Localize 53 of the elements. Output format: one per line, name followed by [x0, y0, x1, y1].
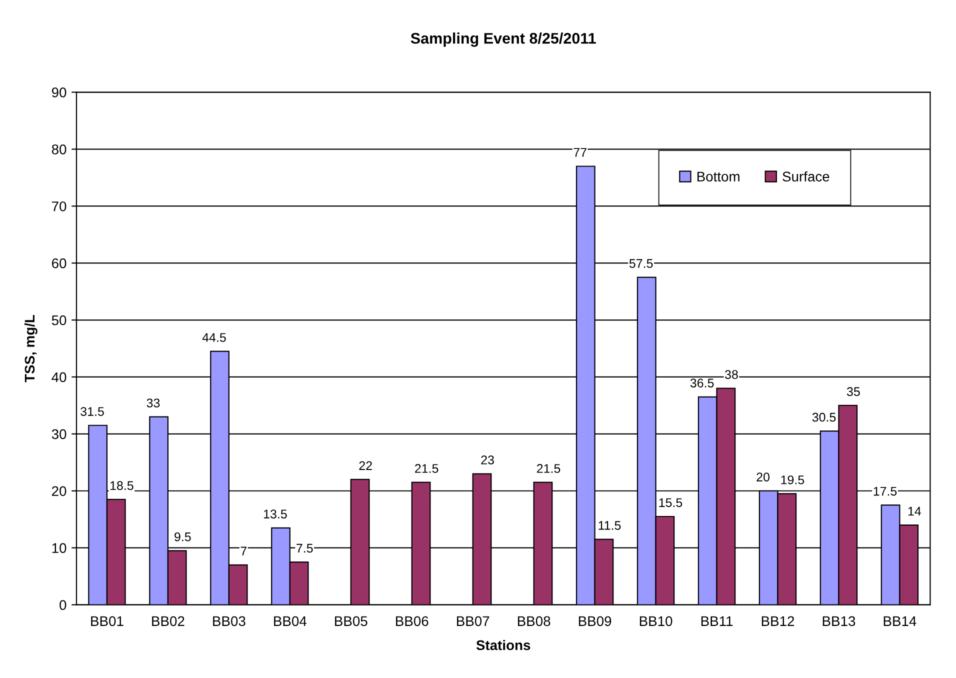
y-tick-label: 40	[52, 372, 66, 382]
x-tick-label: BB01	[91, 616, 124, 626]
x-tick-label: BB03	[213, 616, 246, 626]
x-tick-label: BB13	[822, 616, 856, 626]
y-tick-label: 0	[60, 600, 66, 610]
data-label: 33	[146, 398, 160, 408]
x-tick-label: BB02	[152, 616, 184, 626]
x-tick-label: BB14	[884, 616, 916, 626]
data-label: 21.5	[415, 464, 438, 473]
x-tick-label: BB06	[396, 616, 428, 626]
data-label: 57.5	[629, 259, 653, 268]
y-tick-label: 50	[52, 315, 66, 326]
x-tick-label: BB04	[274, 616, 306, 626]
x-tick-label: BB11	[701, 616, 733, 626]
legend-label: Surface	[782, 171, 830, 182]
y-axis-title: TSS, mg/L	[24, 314, 38, 382]
chart-title: Sampling Event 8/25/2011	[410, 32, 596, 47]
data-label: 36.5	[690, 378, 714, 388]
y-tick-label: 70	[52, 201, 66, 212]
y-tick-label: 80	[52, 144, 66, 154]
x-tick-label: BB07	[456, 616, 490, 626]
x-axis-title: Stations	[476, 640, 530, 650]
legend-label: Bottom	[697, 172, 740, 182]
data-label: 35	[846, 387, 860, 396]
data-label: 15.5	[659, 498, 682, 508]
y-tick-label: 90	[52, 88, 66, 98]
y-tick-label: 10	[52, 543, 66, 553]
x-tick-label: BB05	[335, 616, 368, 626]
y-tick-label: 20	[52, 486, 66, 496]
x-tick-label: BB09	[578, 616, 612, 626]
data-label: 11.5	[598, 521, 621, 530]
data-label: 20	[756, 472, 770, 482]
data-label: 13.5	[264, 510, 287, 518]
x-tick-label: BB10	[640, 616, 672, 626]
data-label: 38	[724, 370, 738, 379]
data-label: 23	[481, 456, 494, 464]
data-label: 30.5	[812, 412, 836, 422]
data-label: 77	[574, 148, 586, 157]
data-label: 18.5	[110, 481, 134, 490]
data-label: 9.5	[174, 532, 191, 542]
data-label: 22	[359, 461, 372, 470]
data-label: 31.5	[80, 407, 104, 416]
y-tick-label: 30	[52, 429, 66, 440]
x-tick-label: BB08	[518, 616, 550, 626]
data-label: 7	[240, 546, 246, 556]
data-label: 21.5	[536, 464, 560, 473]
data-label: 7.5	[296, 544, 313, 553]
data-label: 19.5	[781, 475, 804, 484]
y-tick-label: 60	[52, 258, 66, 268]
data-label: 17.5	[874, 486, 897, 496]
data-label: 44.5	[202, 333, 226, 342]
data-label: 14	[908, 506, 921, 516]
x-tick-label: BB12	[762, 616, 794, 626]
